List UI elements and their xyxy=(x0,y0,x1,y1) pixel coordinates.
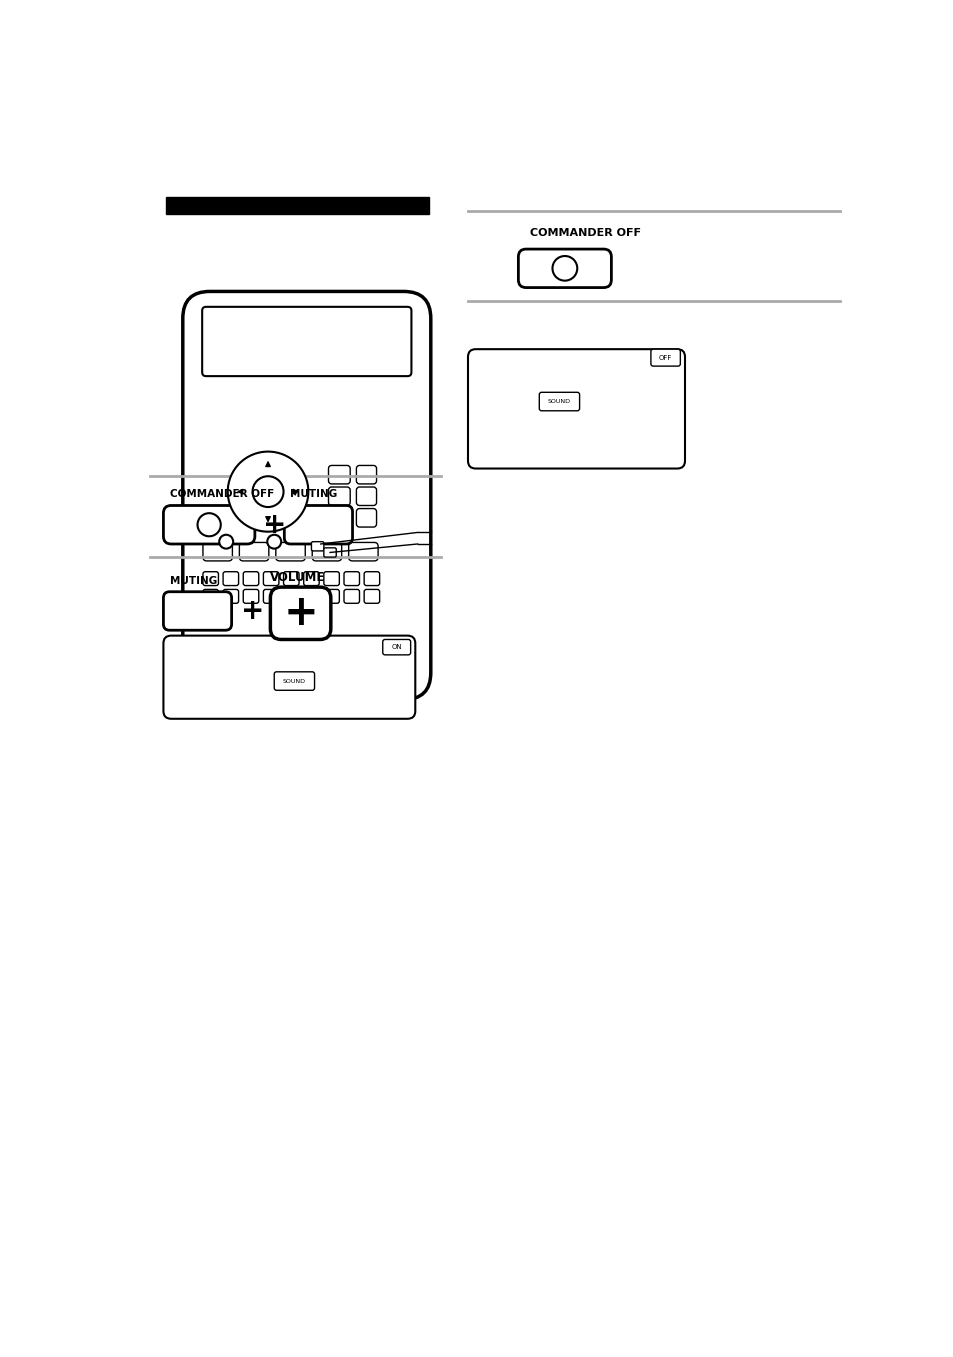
FancyBboxPatch shape xyxy=(263,571,278,586)
Text: ON: ON xyxy=(391,645,401,650)
FancyBboxPatch shape xyxy=(364,571,379,586)
FancyBboxPatch shape xyxy=(239,543,269,560)
Text: OFF: OFF xyxy=(659,354,672,361)
Text: VOLUME: VOLUME xyxy=(270,571,325,584)
Text: COMMANDER OFF: COMMANDER OFF xyxy=(530,228,640,237)
FancyBboxPatch shape xyxy=(303,589,319,604)
Circle shape xyxy=(552,256,577,281)
Bar xyxy=(166,198,429,214)
FancyBboxPatch shape xyxy=(263,589,278,604)
FancyBboxPatch shape xyxy=(468,349,684,468)
FancyBboxPatch shape xyxy=(243,571,258,586)
Circle shape xyxy=(253,476,283,508)
FancyBboxPatch shape xyxy=(517,250,611,288)
FancyBboxPatch shape xyxy=(283,589,298,604)
FancyBboxPatch shape xyxy=(203,571,218,586)
FancyBboxPatch shape xyxy=(163,506,254,544)
FancyBboxPatch shape xyxy=(243,589,258,604)
FancyBboxPatch shape xyxy=(328,487,350,506)
FancyBboxPatch shape xyxy=(356,509,376,527)
FancyBboxPatch shape xyxy=(323,571,339,586)
Circle shape xyxy=(219,535,233,548)
FancyBboxPatch shape xyxy=(202,307,411,376)
FancyBboxPatch shape xyxy=(203,589,218,604)
FancyBboxPatch shape xyxy=(303,571,319,586)
FancyBboxPatch shape xyxy=(382,639,410,655)
FancyBboxPatch shape xyxy=(284,506,353,544)
FancyBboxPatch shape xyxy=(275,543,305,560)
FancyBboxPatch shape xyxy=(356,465,376,484)
Text: MUTING: MUTING xyxy=(170,575,216,586)
FancyBboxPatch shape xyxy=(328,465,350,484)
FancyBboxPatch shape xyxy=(348,543,377,560)
FancyBboxPatch shape xyxy=(311,541,323,551)
FancyBboxPatch shape xyxy=(163,635,415,719)
FancyBboxPatch shape xyxy=(344,589,359,604)
FancyBboxPatch shape xyxy=(223,589,238,604)
FancyBboxPatch shape xyxy=(328,509,350,527)
Text: +: + xyxy=(262,510,286,539)
FancyBboxPatch shape xyxy=(283,571,298,586)
Text: SOUND: SOUND xyxy=(283,678,306,684)
Circle shape xyxy=(267,535,281,548)
FancyBboxPatch shape xyxy=(323,589,339,604)
FancyBboxPatch shape xyxy=(312,543,341,560)
FancyBboxPatch shape xyxy=(364,589,379,604)
Circle shape xyxy=(228,452,308,532)
Text: +: + xyxy=(240,597,264,626)
Text: SOUND: SOUND xyxy=(547,399,570,404)
FancyBboxPatch shape xyxy=(344,571,359,586)
FancyBboxPatch shape xyxy=(270,588,331,639)
FancyBboxPatch shape xyxy=(538,392,579,411)
FancyBboxPatch shape xyxy=(163,592,232,630)
Text: COMMANDER OFF: COMMANDER OFF xyxy=(170,490,274,499)
Text: +: + xyxy=(283,592,317,634)
Text: MUTING: MUTING xyxy=(290,490,336,499)
FancyBboxPatch shape xyxy=(650,349,679,366)
FancyBboxPatch shape xyxy=(203,543,233,560)
FancyBboxPatch shape xyxy=(274,672,314,691)
FancyBboxPatch shape xyxy=(356,487,376,506)
FancyBboxPatch shape xyxy=(223,571,238,586)
Circle shape xyxy=(197,513,220,536)
FancyBboxPatch shape xyxy=(183,292,431,699)
FancyBboxPatch shape xyxy=(323,548,335,558)
